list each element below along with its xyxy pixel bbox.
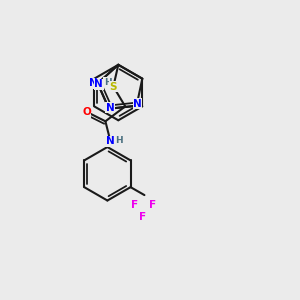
Text: H: H — [104, 78, 111, 87]
Text: N: N — [106, 103, 114, 113]
Text: F: F — [131, 200, 138, 210]
Text: N: N — [89, 78, 98, 88]
Text: F: F — [149, 200, 156, 210]
Text: F: F — [139, 212, 146, 222]
Text: N: N — [106, 136, 115, 146]
Text: O: O — [82, 107, 91, 117]
Text: S: S — [110, 82, 117, 92]
Text: N: N — [94, 79, 103, 89]
Text: N: N — [133, 99, 142, 109]
Text: H: H — [116, 136, 123, 145]
